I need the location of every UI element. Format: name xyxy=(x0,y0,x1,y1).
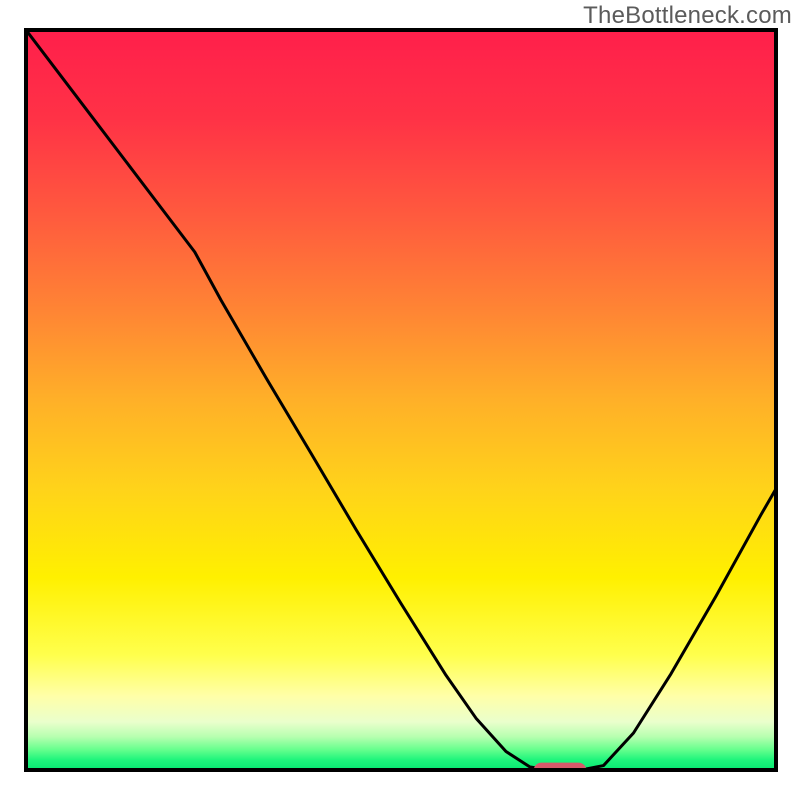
watermark-text: TheBottleneck.com xyxy=(583,2,792,30)
chart-container: { "watermark": { "text": "TheBottleneck.… xyxy=(0,0,800,800)
gradient-background xyxy=(26,30,776,770)
bottleneck-chart xyxy=(0,0,800,800)
